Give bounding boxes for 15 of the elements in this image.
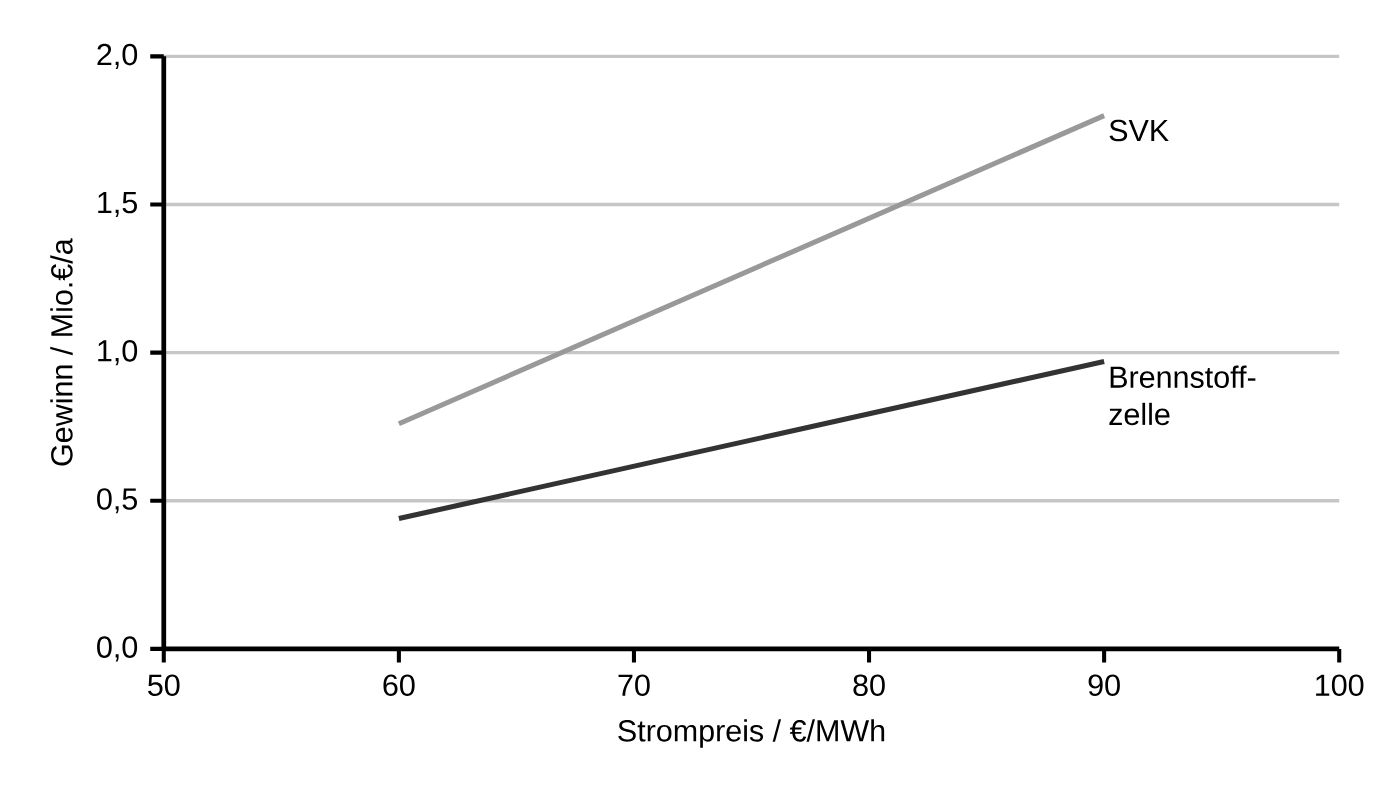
x-tick-label: 60 <box>383 674 415 696</box>
y-tick-label: 2,0 <box>97 43 138 69</box>
y-tick-label: 0,5 <box>97 488 137 514</box>
y-tick-label: 1,0 <box>98 340 138 366</box>
x-tick-label: 90 <box>1088 674 1120 696</box>
x-axis-title: Strompreis / €/MWh <box>618 719 885 748</box>
x-tick-label: 50 <box>148 674 180 696</box>
x-tick-label: 70 <box>618 674 650 696</box>
y-axis-title: Gewinn / Mio.€/a <box>50 238 73 466</box>
series-label: SVK <box>1109 119 1169 142</box>
x-tick-label: 100 <box>1316 674 1364 696</box>
x-tick-label: 80 <box>853 674 885 696</box>
series-label: Brennstoff-zelle <box>1109 365 1256 426</box>
y-tick-label: 1,5 <box>98 192 137 217</box>
y-tick-label: 0,0 <box>97 636 138 662</box>
